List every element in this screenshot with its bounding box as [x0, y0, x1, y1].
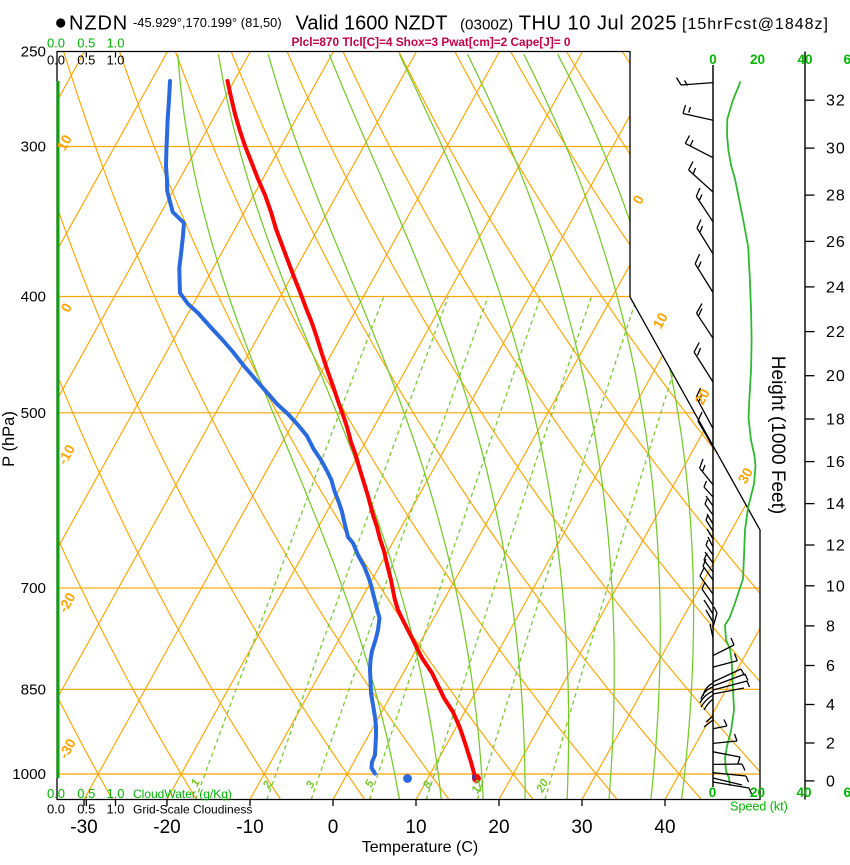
- svg-text:22: 22: [826, 324, 846, 341]
- svg-text:Speed (kt): Speed (kt): [730, 800, 788, 814]
- svg-text:Height (1000 Feet): Height (1000 Feet): [767, 356, 788, 514]
- svg-text:20: 20: [750, 52, 765, 67]
- svg-text:-45.929°,170.199° (81,50): -45.929°,170.199° (81,50): [133, 15, 282, 30]
- svg-text:1: 1: [189, 777, 203, 788]
- svg-text:P (hPa): P (hPa): [0, 411, 18, 467]
- svg-text:20: 20: [488, 817, 509, 838]
- svg-text:40: 40: [654, 817, 675, 838]
- svg-text:8: 8: [826, 618, 836, 635]
- svg-text:Plcl=870 Tlcl[C]=4 Shox=3 Pwat: Plcl=870 Tlcl[C]=4 Shox=3 Pwat[cm]=2 Cap…: [292, 35, 571, 49]
- svg-text:0: 0: [709, 785, 717, 800]
- svg-text:THU 10 Jul 2025: THU 10 Jul 2025: [519, 13, 677, 35]
- svg-text:CloudWater (g/Kg): CloudWater (g/Kg): [133, 787, 232, 801]
- svg-text:1.0: 1.0: [106, 802, 124, 817]
- svg-text:16: 16: [826, 454, 846, 471]
- svg-text:40: 40: [797, 52, 812, 67]
- svg-text:24: 24: [826, 279, 846, 296]
- svg-text:(0300Z): (0300Z): [460, 17, 513, 34]
- svg-text:0.0: 0.0: [47, 53, 65, 68]
- svg-text:60: 60: [843, 52, 850, 67]
- svg-text:0: 0: [328, 817, 339, 838]
- svg-text:0.0: 0.0: [47, 786, 65, 801]
- svg-text:10: 10: [826, 578, 846, 595]
- svg-text:700: 700: [21, 580, 46, 597]
- svg-text:400: 400: [21, 288, 46, 305]
- svg-text:12: 12: [470, 778, 487, 795]
- svg-text:500: 500: [21, 405, 46, 422]
- svg-text:10: 10: [649, 310, 671, 332]
- svg-text:0.5: 0.5: [77, 802, 95, 817]
- svg-text:60: 60: [843, 785, 850, 800]
- svg-text:18: 18: [826, 412, 846, 429]
- svg-text:850: 850: [21, 681, 46, 698]
- svg-text:28: 28: [826, 188, 846, 205]
- svg-text:[15hrFcst@1848z]: [15hrFcst@1848z]: [682, 16, 829, 33]
- svg-text:2: 2: [826, 736, 836, 753]
- svg-text:0: 0: [826, 773, 836, 790]
- svg-text:Grid-Scale Cloudiness: Grid-Scale Cloudiness: [133, 803, 252, 817]
- svg-text:3: 3: [304, 779, 318, 791]
- svg-text:0.0: 0.0: [47, 802, 65, 817]
- svg-text:-20: -20: [153, 817, 180, 838]
- svg-text:-30: -30: [70, 817, 97, 838]
- svg-text:26: 26: [826, 234, 846, 251]
- svg-text:Valid 1600 NZDT: Valid 1600 NZDT: [296, 13, 448, 35]
- svg-text:8: 8: [421, 779, 435, 791]
- svg-text:20: 20: [534, 777, 551, 795]
- svg-text:20: 20: [691, 386, 713, 408]
- svg-text:12: 12: [826, 538, 846, 555]
- svg-text:1000: 1000: [12, 766, 46, 783]
- svg-text:20: 20: [750, 785, 765, 800]
- svg-text:0.5: 0.5: [77, 53, 95, 68]
- svg-text:1.0: 1.0: [106, 53, 124, 68]
- svg-text:4: 4: [826, 697, 836, 714]
- svg-text:1.0: 1.0: [106, 36, 124, 51]
- svg-text:10: 10: [405, 817, 426, 838]
- svg-text:30: 30: [571, 817, 592, 838]
- svg-text:0.0: 0.0: [47, 36, 65, 51]
- svg-text:6: 6: [826, 658, 836, 675]
- svg-text:40: 40: [796, 785, 811, 800]
- svg-text:Temperature (C): Temperature (C): [362, 839, 478, 856]
- svg-text:300: 300: [21, 139, 46, 156]
- svg-text:0.5: 0.5: [77, 786, 95, 801]
- svg-text:14: 14: [826, 496, 846, 513]
- svg-text:-10: -10: [236, 817, 263, 838]
- svg-text:30: 30: [734, 465, 756, 487]
- svg-text:NZDN: NZDN: [69, 13, 128, 35]
- svg-text:5: 5: [363, 778, 377, 790]
- svg-text:30: 30: [826, 141, 846, 158]
- svg-text:0: 0: [709, 52, 717, 67]
- svg-text:1.0: 1.0: [106, 786, 124, 801]
- svg-text:20: 20: [826, 368, 846, 385]
- svg-text:10: 10: [53, 132, 75, 154]
- svg-text:250: 250: [21, 44, 46, 61]
- svg-text:32: 32: [826, 93, 846, 110]
- svg-text:0.5: 0.5: [77, 36, 95, 51]
